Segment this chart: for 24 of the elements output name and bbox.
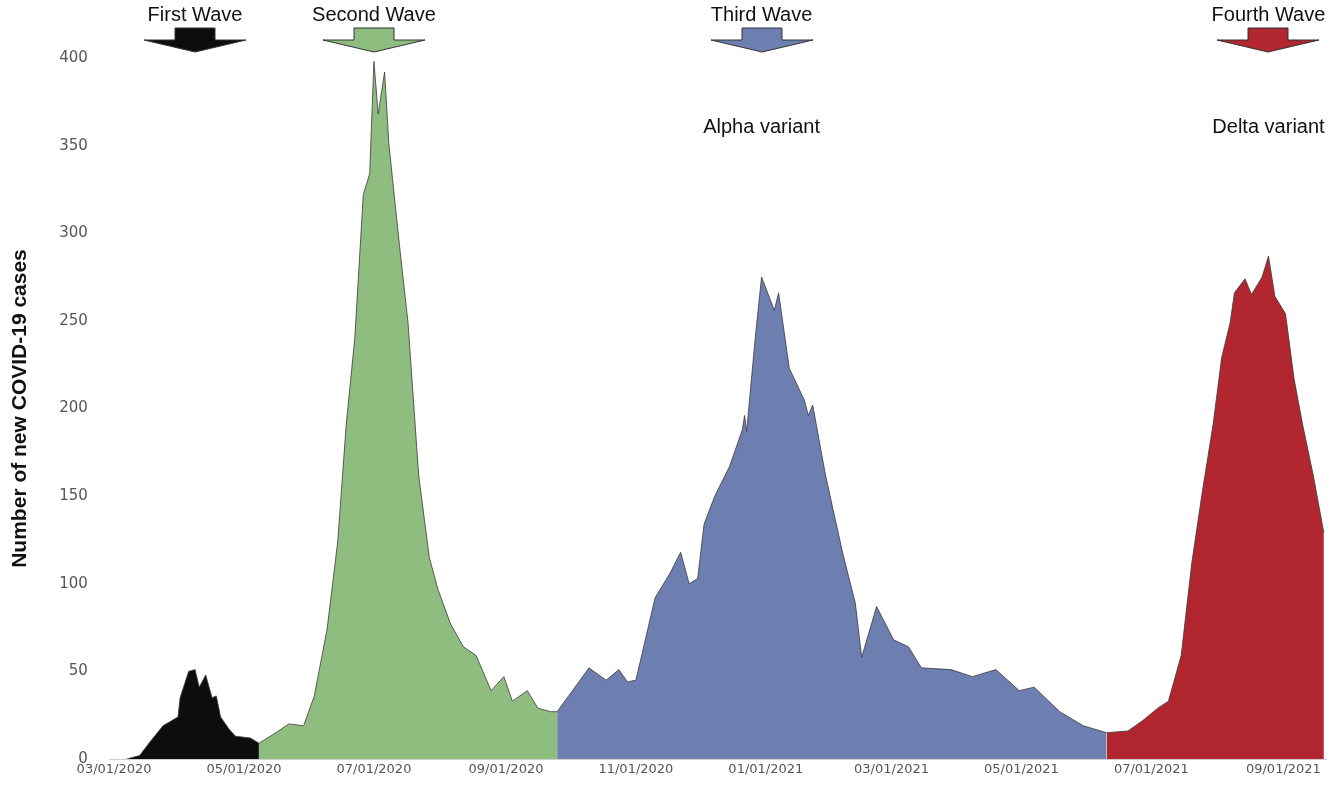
y-tick-label: 400 <box>59 47 88 66</box>
text: Second Wave <box>312 2 436 25</box>
x-tick-label: 05/01/2021 <box>983 761 1059 777</box>
text: Third Wave <box>710 2 813 25</box>
x-tick-label: 01/01/2021 <box>728 761 804 777</box>
y-tick-label: 50 <box>68 661 88 680</box>
annotation: Alpha variant <box>703 114 821 137</box>
x-tick-label: 09/01/2021 <box>1245 761 1321 777</box>
text: First Wave <box>147 2 243 25</box>
x-tick-label: 05/01/2020 <box>206 761 282 777</box>
x-tick-label: 07/01/2021 <box>1113 761 1189 777</box>
x-tick-label: 07/01/2020 <box>336 761 412 777</box>
text: Fourth Wave <box>1211 2 1326 25</box>
y-tick-label: 300 <box>59 223 88 242</box>
x-tick-label: 03/01/2021 <box>854 761 929 777</box>
y-tick-label: 250 <box>59 310 88 329</box>
x-tick-label: 09/01/2020 <box>468 761 544 777</box>
y-tick-label: 150 <box>59 486 88 505</box>
x-tick-label: 11/01/2020 <box>598 761 674 777</box>
y-tick-label: 350 <box>59 135 88 154</box>
y-tick-label: 200 <box>59 398 88 417</box>
annotation: Delta variant <box>1212 114 1326 137</box>
y-axis-title: Number of new COVID-19 cases <box>7 249 31 568</box>
y-tick-label: 100 <box>59 573 88 592</box>
